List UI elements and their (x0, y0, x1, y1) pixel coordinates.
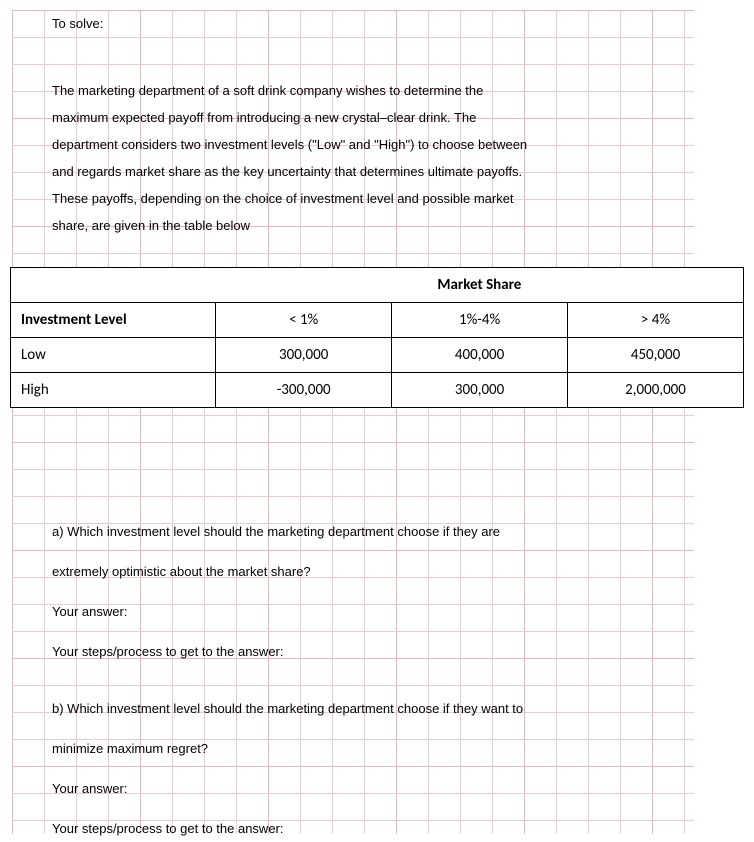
question-a-line-0: a) Which investment level should the mar… (52, 518, 694, 545)
to-solve-heading: To solve: (52, 10, 694, 37)
question-a: a) Which investment level should the mar… (52, 518, 694, 665)
page-content: To solve: The marketing department of a … (0, 10, 754, 842)
col-header-0: < 1% (216, 303, 392, 338)
table-header-row-2: Investment Level < 1% 1%-4% > 4% (11, 303, 744, 338)
table-blank-corner (11, 268, 216, 303)
question-b-steps-label: Your steps/process to get to the answer: (52, 815, 694, 842)
problem-line: share, are given in the table below (52, 212, 694, 239)
problem-line: These payoffs, depending on the choice o… (52, 185, 694, 212)
col-header-2: > 4% (568, 303, 744, 338)
question-b-line-1: minimize maximum regret? (52, 735, 694, 762)
table-row: Low 300,000 400,000 450,000 (11, 338, 744, 373)
investment-level-header: Investment Level (11, 303, 216, 338)
row-label-high: High (11, 373, 216, 408)
cell-low-0: 300,000 (216, 338, 392, 373)
cell-high-0: -300,000 (216, 373, 392, 408)
problem-line: maximum expected payoff from introducing… (52, 104, 694, 131)
question-a-answer-label: Your answer: (52, 598, 694, 625)
market-share-header: Market Share (216, 268, 744, 303)
problem-line: The marketing department of a soft drink… (52, 77, 694, 104)
problem-statement: To solve: The marketing department of a … (52, 10, 694, 239)
table-header-row-1: Market Share (11, 268, 744, 303)
cell-high-1: 300,000 (392, 373, 568, 408)
problem-line: department considers two investment leve… (52, 131, 694, 158)
questions-section: a) Which investment level should the mar… (52, 518, 694, 842)
question-a-line-1: extremely optimistic about the market sh… (52, 558, 694, 585)
problem-line: and regards market share as the key unce… (52, 158, 694, 185)
row-label-low: Low (11, 338, 216, 373)
col-header-1: 1%-4% (392, 303, 568, 338)
question-b: b) Which investment level should the mar… (52, 695, 694, 842)
question-b-answer-label: Your answer: (52, 775, 694, 802)
cell-high-2: 2,000,000 (568, 373, 744, 408)
cell-low-2: 450,000 (568, 338, 744, 373)
table-row: High -300,000 300,000 2,000,000 (11, 373, 744, 408)
problem-paragraph: The marketing department of a soft drink… (52, 77, 694, 239)
cell-low-1: 400,000 (392, 338, 568, 373)
question-a-steps-label: Your steps/process to get to the answer: (52, 638, 694, 665)
payoff-table-container: Market Share Investment Level < 1% 1%-4%… (10, 267, 744, 408)
question-b-line-0: b) Which investment level should the mar… (52, 695, 694, 722)
payoff-table: Market Share Investment Level < 1% 1%-4%… (10, 267, 744, 408)
